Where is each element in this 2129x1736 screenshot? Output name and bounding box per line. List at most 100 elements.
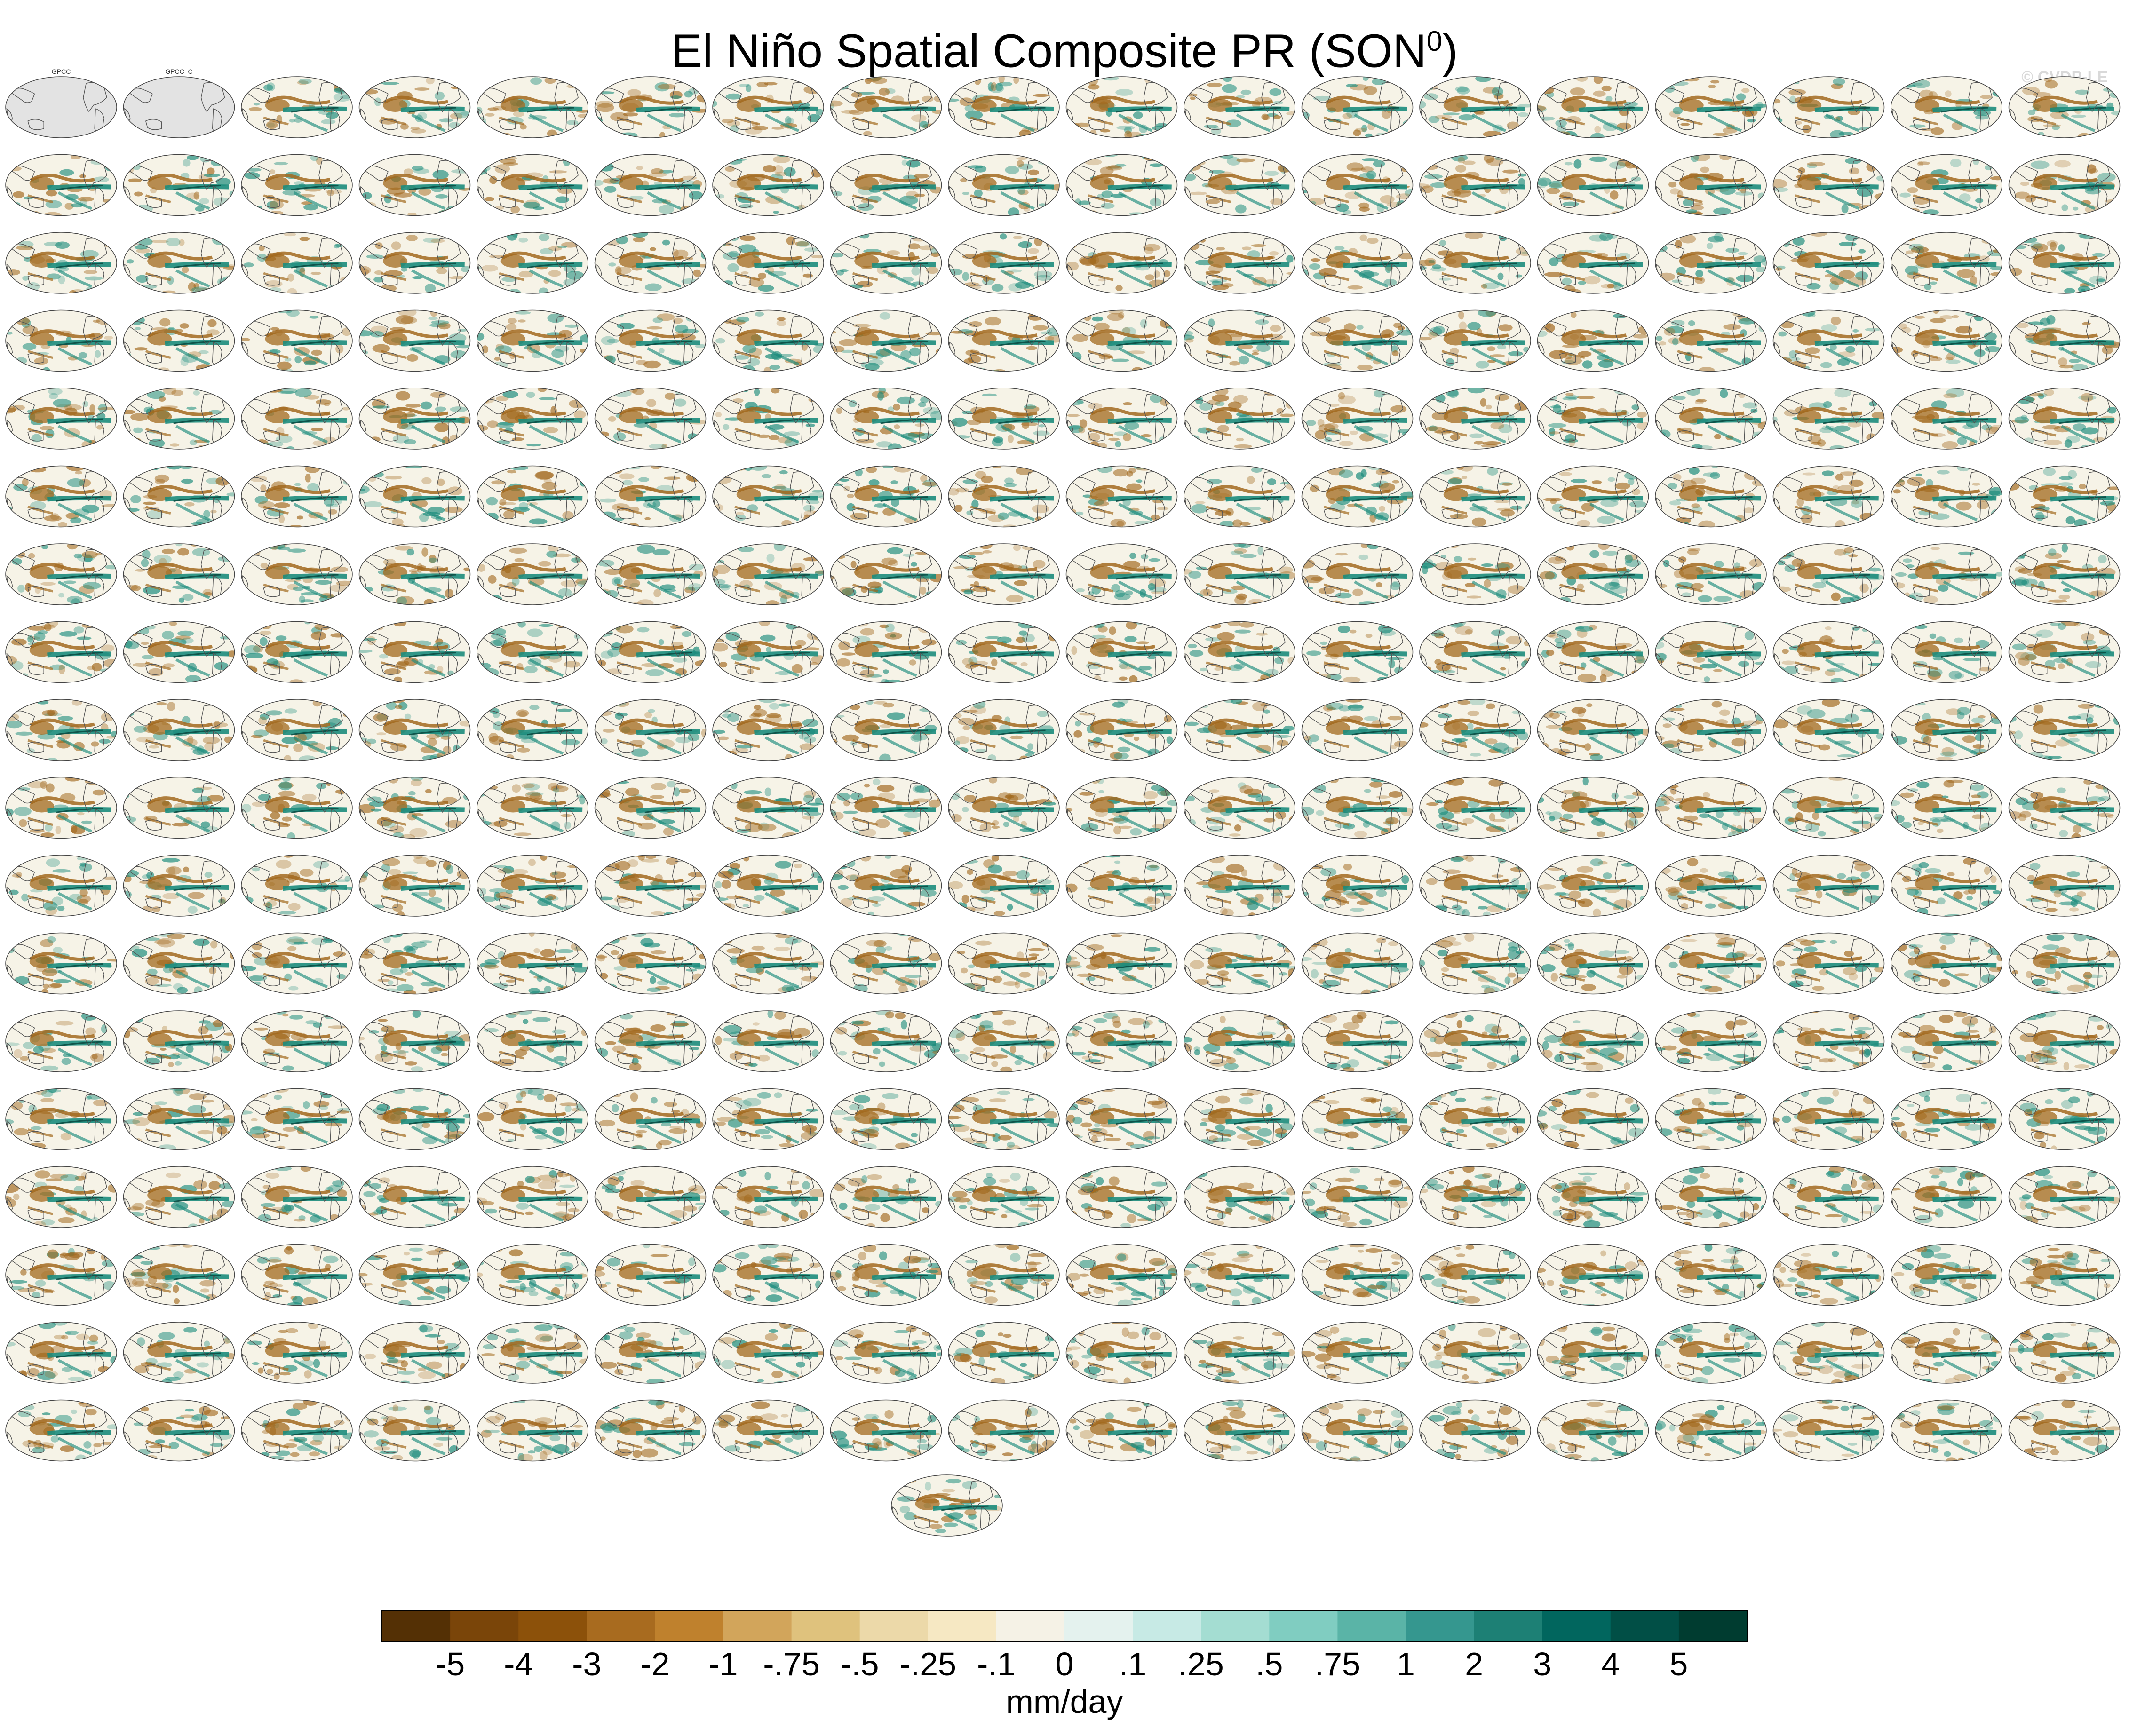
anomaly-blob [1655,235,1669,241]
anomaly-blob [1749,559,1763,567]
anomaly-blob [1066,232,1078,238]
anomaly-blob [922,95,934,103]
dry-anomaly-spur [1795,428,1821,437]
map-panel [830,388,942,450]
anomaly-blob [359,472,364,476]
anomaly-blob [741,271,749,275]
anomaly-blob [179,323,190,329]
dry-anomaly-spur [145,506,171,515]
anomaly-blob [2010,160,2026,164]
coastline [359,108,366,125]
anomaly-blob [396,596,415,605]
map-border [830,309,942,372]
wet-anomaly-core [1823,341,1871,346]
dry-anomaly-spur [1559,350,1585,359]
anomaly-blob [1474,111,1485,116]
map-panel [1891,309,2002,372]
anomaly-blob [623,579,640,588]
map-border [1419,465,1531,528]
anomaly-blob [17,584,25,593]
anomaly-blob [1656,238,1670,243]
coastline [713,108,720,125]
map-panel [712,232,824,294]
anomaly-blob [733,355,750,360]
dry-anomaly-spur [616,428,643,437]
map-border [1419,309,1531,372]
anomaly-blob [605,440,617,447]
anomaly-blob [1666,326,1684,334]
anomaly-blob [633,237,645,243]
anomaly-blob [97,594,113,601]
wet-anomaly-spcz [529,347,564,366]
anomaly-blob [602,232,609,236]
anomaly-blob [1211,394,1230,402]
anomaly-blob [89,404,95,413]
anomaly-blob [1994,388,2002,396]
anomaly-blob [997,512,1009,520]
anomaly-blob [339,203,351,212]
anomaly-blob [398,310,417,317]
anomaly-blob [929,445,942,448]
anomaly-blob [2015,517,2025,522]
anomaly-blob [412,276,423,279]
anomaly-blob [595,164,602,170]
anomaly-blob [2043,124,2061,127]
map-panel [1655,232,1767,294]
anomaly-blob [1163,154,1174,159]
dry-anomaly-spur [381,506,407,515]
coastline [616,352,634,364]
anomaly-blob [685,544,700,548]
map-border [358,309,471,372]
map-panel [1537,388,1649,450]
wet-anomaly-spcz [1236,580,1271,599]
anomaly-blob [1713,595,1732,602]
anomaly-blob [1442,112,1460,116]
anomaly-blob [1006,595,1024,602]
anomaly-blob [810,255,824,259]
wet-anomaly-spcz [175,425,210,444]
coastline [1677,430,1694,442]
anomaly-blob [1032,504,1049,514]
wet-anomaly-core [644,496,692,502]
anomaly-blob [1510,506,1522,510]
anomaly-blob [1045,336,1054,341]
anomaly-blob [673,249,689,259]
anomaly-blob [658,205,675,214]
anomaly-blob [496,396,509,401]
wet-anomaly-spcz [1354,191,1389,210]
coastline [1656,341,1663,358]
anomaly-blob [1945,357,1954,361]
coastline [1538,108,1545,125]
anomaly-blob [920,396,929,404]
coastline [1559,430,1576,442]
anomaly-blob [1602,550,1619,556]
anomaly-blob [659,584,676,590]
anomaly-blob [831,253,844,258]
coastline [2030,119,2048,130]
anomaly-blob [1475,361,1489,369]
coastline [1206,508,1223,519]
map-border [1537,76,1649,138]
anomaly-blob [1150,198,1162,207]
anomaly-blob [47,273,61,280]
map-border [712,76,824,138]
anomaly-blob [863,131,872,136]
anomaly-blob [243,262,254,268]
anomaly-blob [1420,164,1439,170]
anomaly-blob [1167,368,1176,372]
anomaly-blob [948,466,958,473]
anomaly-blob [1683,522,1690,527]
anomaly-blob [1398,325,1405,331]
anomaly-blob [689,563,704,571]
anomaly-blob [1438,466,1447,469]
anomaly-blob [445,589,454,598]
coastline [852,197,869,208]
coastline [1206,586,1223,597]
anomaly-blob [1939,315,1954,320]
coastline [27,430,44,442]
anomaly-blob [1071,509,1077,515]
anomaly-blob [1189,191,1207,195]
wet-anomaly-spcz [175,347,210,366]
anomaly-blob [715,412,722,418]
anomaly-blob [82,551,98,558]
